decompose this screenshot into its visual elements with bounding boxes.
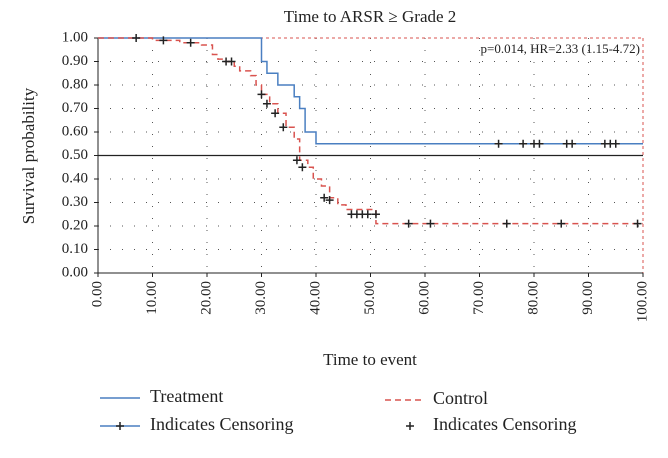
censor-mark: [494, 139, 503, 148]
y-tick-label: 0.70: [62, 100, 88, 116]
y-tick-label: 0.30: [62, 194, 88, 210]
x-tick-label: 60.00: [416, 281, 432, 315]
y-tick-label: 0.60: [62, 123, 88, 139]
censor-mark: [279, 123, 288, 132]
censor-mark: [568, 139, 577, 148]
chart-title: Time to ARSR ≥ Grade 2: [284, 7, 457, 26]
survival-line: [98, 37, 643, 145]
x-tick-label: 0.00: [89, 281, 105, 307]
censor-mark: [159, 36, 168, 45]
x-tick-label: 50.00: [362, 281, 378, 315]
survival-line: [98, 37, 643, 225]
y-tick-label: 0.00: [62, 264, 88, 280]
x-tick-label: 40.00: [307, 281, 323, 315]
legend-censor-mark: [406, 422, 414, 430]
x-tick-label: 70.00: [471, 281, 487, 315]
censor-mark: [257, 90, 266, 99]
censor-mark: [292, 156, 301, 165]
censor-mark: [404, 219, 413, 228]
censor-mark: [227, 57, 236, 66]
censor-mark: [611, 139, 620, 148]
x-tick-label: 30.00: [253, 281, 269, 315]
x-axis-label: Time to event: [323, 350, 417, 369]
x-tick-label: 20.00: [198, 281, 214, 315]
legend-label: Treatment: [150, 386, 223, 406]
censor-mark: [519, 139, 528, 148]
y-tick-label: 0.20: [62, 217, 88, 233]
y-axis-label: Survival probability: [19, 87, 38, 224]
y-tick-label: 0.80: [62, 76, 88, 92]
censor-mark: [132, 34, 141, 42]
censor-mark: [262, 99, 271, 108]
y-tick-label: 0.40: [62, 170, 88, 186]
y-tick-label: 1.00: [62, 29, 88, 45]
legend-label: Indicates Censoring: [150, 414, 293, 434]
censor-mark: [633, 219, 642, 228]
x-tick-label: 80.00: [525, 281, 541, 315]
censor-mark: [557, 219, 566, 228]
x-tick-label: 90.00: [580, 281, 596, 315]
y-tick-label: 0.10: [62, 241, 88, 257]
censor-mark: [271, 109, 280, 118]
censor-mark: [535, 139, 544, 148]
censor-mark: [325, 196, 334, 205]
y-tick-label: 0.50: [62, 147, 88, 163]
censor-mark: [371, 210, 380, 219]
censor-mark: [363, 210, 372, 219]
x-tick-label: 100.00: [634, 281, 650, 322]
legend-label: Indicates Censoring: [433, 414, 576, 434]
annotation: p=0.014, HR=2.33 (1.15-4.72): [481, 41, 640, 56]
y-tick-label: 0.90: [62, 53, 88, 69]
censor-mark: [298, 163, 307, 172]
censor-mark: [502, 219, 511, 228]
censor-mark: [186, 38, 195, 47]
legend-label: Control: [433, 388, 488, 408]
x-tick-label: 10.00: [144, 281, 160, 315]
legend-censor-mark: [116, 422, 124, 430]
censor-mark: [426, 219, 435, 228]
censor-mark: [320, 193, 329, 202]
